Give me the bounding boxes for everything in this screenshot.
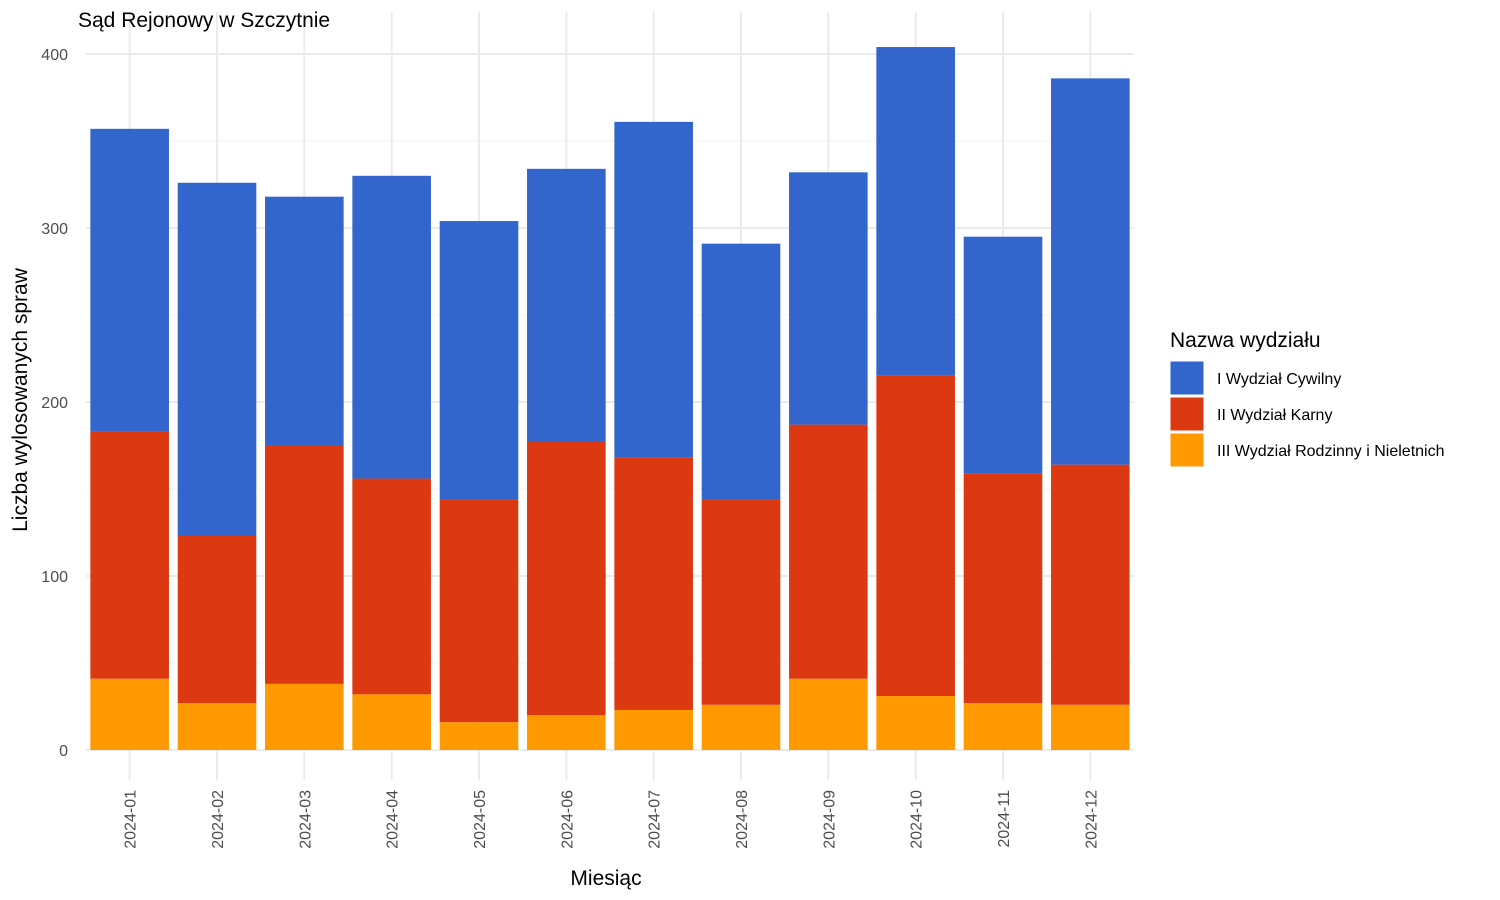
x-tick-label: 2024-10: [909, 790, 926, 849]
bar-segment: [876, 47, 955, 376]
bar-segment: [1051, 704, 1130, 750]
legend-label: II Wydział Karny: [1217, 407, 1332, 424]
x-tick-label: 2024-06: [559, 790, 576, 849]
bar-segment: [352, 694, 431, 750]
bar-segment: [963, 473, 1043, 704]
bar-segment: [789, 172, 868, 425]
bar-segment: [265, 683, 344, 750]
bar-segment: [177, 535, 257, 704]
legend-swatch: [1169, 396, 1205, 432]
bar-segment: [439, 499, 519, 723]
y-tick-label: 200: [41, 395, 68, 412]
bar-segment: [614, 457, 693, 710]
bar-segment: [90, 678, 169, 750]
y-axis-ticks: 0 100 200 300 400: [41, 47, 68, 760]
bar-segment: [701, 243, 781, 500]
bar-segment: [90, 128, 169, 432]
bar-segment: [352, 478, 431, 695]
bar-segment: [265, 196, 344, 446]
bar-segment: [1051, 78, 1130, 465]
y-tick-label: 100: [41, 569, 68, 586]
bar-segment: [614, 709, 693, 750]
x-tick-label: 2024-11: [996, 790, 1013, 848]
bar-segment: [876, 696, 955, 750]
bars: [90, 47, 1130, 750]
bar-segment: [789, 424, 868, 679]
bar-segment: [90, 431, 169, 679]
x-tick-label: 2024-08: [734, 790, 751, 849]
chart-title: Sąd Rejonowy w Szczytnie: [78, 9, 330, 32]
bar-segment: [352, 175, 431, 479]
bar-segment: [177, 703, 257, 750]
x-axis-title: Miesiąc: [570, 867, 641, 890]
x-axis-ticks: 2024-01 2024-02 2024-03 2024-04 2024-05 2024-…: [123, 790, 1101, 849]
y-tick-label: 400: [41, 47, 68, 64]
legend-title: Nazwa wydziału: [1170, 329, 1321, 352]
bar-segment: [265, 445, 344, 684]
x-tick-label: 2024-09: [821, 790, 838, 849]
bar-segment: [527, 715, 606, 750]
bar-segment: [701, 704, 781, 750]
legend-label: I Wydział Cywilny: [1217, 371, 1341, 388]
bar-segment: [701, 499, 781, 705]
x-tick-label: 2024-05: [472, 790, 489, 849]
bar-segment: [439, 722, 519, 750]
bar-segment: [439, 221, 519, 500]
legend-swatch: [1169, 432, 1205, 468]
x-tick-label: 2024-03: [297, 790, 314, 849]
bar-segment: [1051, 464, 1130, 705]
y-axis-title: Liczba wylosowanych spraw: [9, 267, 32, 532]
bar-segment: [614, 121, 693, 458]
bar-segment: [527, 168, 606, 443]
legend-label: III Wydział Rodzinny i Nieletnich: [1217, 443, 1445, 460]
bar-segment: [789, 678, 868, 750]
y-tick-label: 300: [41, 221, 68, 238]
x-tick-label: 2024-12: [1083, 790, 1100, 849]
bar-segment: [963, 236, 1043, 474]
x-tick-label: 2024-07: [647, 790, 664, 849]
bar-segment: [963, 703, 1043, 750]
bar-segment: [876, 375, 955, 697]
bar-segment: [177, 182, 257, 536]
bar-segment: [527, 442, 606, 716]
legend: Nazwa wydziału I Wydział Cywilny II Wydzi…: [1169, 329, 1445, 468]
y-tick-label: 0: [59, 743, 68, 760]
x-tick-label: 2024-01: [123, 790, 140, 849]
legend-swatch: [1169, 360, 1205, 396]
x-tick-label: 2024-04: [385, 790, 402, 849]
x-tick-label: 2024-02: [210, 790, 227, 849]
